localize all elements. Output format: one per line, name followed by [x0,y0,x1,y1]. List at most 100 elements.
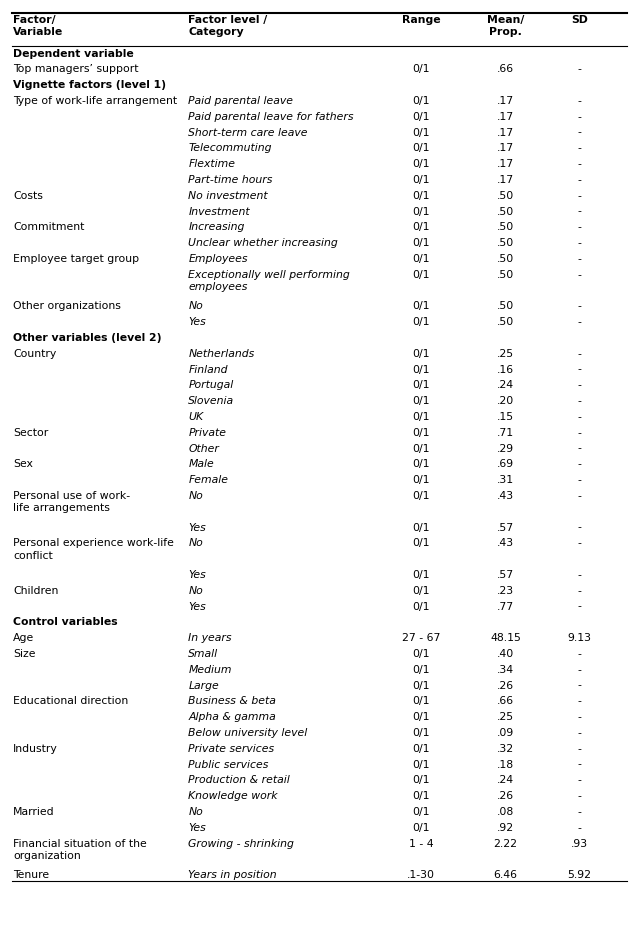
Text: Part-time hours: Part-time hours [189,175,273,185]
Text: Range: Range [402,15,440,25]
Text: 0/1: 0/1 [412,570,429,580]
Text: Factor level /
Category: Factor level / Category [189,15,268,37]
Text: -: - [578,270,581,279]
Text: .08: .08 [497,807,514,816]
Text: .15: .15 [497,412,514,422]
Text: Dependent variable: Dependent variable [13,48,134,59]
Text: .77: .77 [497,601,514,612]
Text: .26: .26 [497,681,514,691]
Text: Costs: Costs [13,191,43,201]
Text: -: - [578,143,581,154]
Text: .25: .25 [497,349,514,358]
Text: 2.22: 2.22 [493,839,518,848]
Text: .66: .66 [497,696,514,707]
Text: .29: .29 [497,443,514,453]
Text: Control variables: Control variables [13,617,118,627]
Text: In years: In years [189,633,232,643]
Text: Yes: Yes [189,601,206,612]
Text: Type of work-life arrangement: Type of work-life arrangement [13,96,177,106]
Text: .23: .23 [497,586,514,596]
Text: 1 - 4: 1 - 4 [409,839,433,848]
Text: -: - [578,649,581,659]
Text: Portugal: Portugal [189,381,233,390]
Text: 0/1: 0/1 [412,538,429,548]
Text: -: - [578,586,581,596]
Text: Top managers’ support: Top managers’ support [13,64,139,74]
Text: -: - [578,381,581,390]
Text: .50: .50 [497,207,514,217]
Text: -: - [578,365,581,374]
Text: 0/1: 0/1 [412,397,429,406]
Text: Factor/
Variable: Factor/ Variable [13,15,63,37]
Text: No: No [189,491,203,501]
Text: 0/1: 0/1 [412,601,429,612]
Text: .17: .17 [497,159,514,169]
Text: Age: Age [13,633,35,643]
Text: 0/1: 0/1 [412,491,429,501]
Text: -: - [578,728,581,738]
Text: .50: .50 [497,302,514,311]
Text: 6.46: 6.46 [493,870,518,880]
Text: .57: .57 [497,570,514,580]
Text: Educational direction: Educational direction [13,696,128,707]
Text: -: - [578,538,581,548]
Text: Production & retail: Production & retail [189,776,290,786]
Text: -: - [578,760,581,770]
Text: -: - [578,601,581,612]
Text: Investment: Investment [189,207,250,217]
Text: Personal experience work-life
conflict: Personal experience work-life conflict [13,538,174,560]
Text: -: - [578,427,581,438]
Text: 0/1: 0/1 [412,270,429,279]
Text: Private: Private [189,427,226,438]
Text: .09: .09 [497,728,514,738]
Text: Large: Large [189,681,219,691]
Text: -: - [578,317,581,327]
Text: .16: .16 [497,365,514,374]
Text: .20: .20 [497,397,514,406]
Text: 0/1: 0/1 [412,349,429,358]
Text: Size: Size [13,649,36,659]
Text: Commitment: Commitment [13,223,84,233]
Text: -: - [578,475,581,485]
Text: .17: .17 [497,128,514,138]
Text: 0/1: 0/1 [412,365,429,374]
Text: Public services: Public services [189,760,268,770]
Text: .31: .31 [497,475,514,485]
Text: Yes: Yes [189,317,206,327]
Text: .43: .43 [497,491,514,501]
Text: 0/1: 0/1 [412,381,429,390]
Text: Exceptionally well performing
employees: Exceptionally well performing employees [189,270,350,292]
Text: 0/1: 0/1 [412,728,429,738]
Text: Business & beta: Business & beta [189,696,276,707]
Text: -: - [578,412,581,422]
Text: Years in position: Years in position [189,870,277,880]
Text: Knowledge work: Knowledge work [189,791,278,802]
Text: Netherlands: Netherlands [189,349,254,358]
Text: .50: .50 [497,191,514,201]
Text: .50: .50 [497,238,514,249]
Text: Medium: Medium [189,665,232,675]
Text: .25: .25 [497,712,514,722]
Text: SD: SD [571,15,588,25]
Text: 0/1: 0/1 [412,475,429,485]
Text: -: - [578,491,581,501]
Text: Industry: Industry [13,744,58,754]
Text: 0/1: 0/1 [412,64,429,74]
Text: -: - [578,776,581,786]
Text: .24: .24 [497,776,514,786]
Text: 27 - 67: 27 - 67 [402,633,440,643]
Text: No: No [189,807,203,816]
Text: -: - [578,443,581,453]
Text: Flextime: Flextime [189,159,235,169]
Text: -: - [578,238,581,249]
Text: -: - [578,744,581,754]
Text: .1-30: .1-30 [407,870,435,880]
Text: Finland: Finland [189,365,227,374]
Text: 0/1: 0/1 [412,823,429,832]
Text: -: - [578,207,581,217]
Text: Yes: Yes [189,823,206,832]
Text: 48.15: 48.15 [490,633,521,643]
Text: 0/1: 0/1 [412,776,429,786]
Text: Other organizations: Other organizations [13,302,121,311]
Text: 0/1: 0/1 [412,191,429,201]
